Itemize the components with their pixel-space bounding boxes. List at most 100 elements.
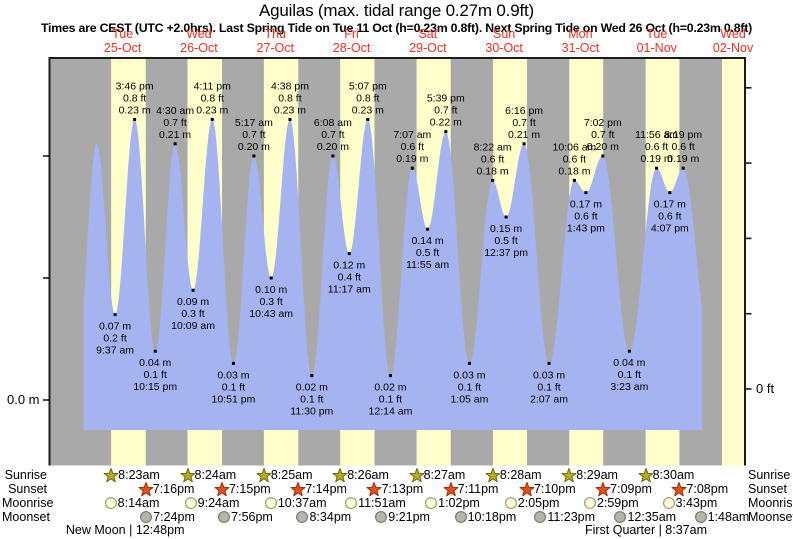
day-date: 25-Oct (103, 40, 142, 55)
tide-extreme-label: 0.1 ft (222, 381, 245, 393)
sunset-time: 7:16pm (152, 482, 195, 496)
tide-extreme-dot (491, 178, 495, 182)
sunrise-time: 8:27am (423, 468, 466, 482)
tide-extreme-label: 1:05 am (450, 393, 488, 405)
tide-extreme-label: 0.02 m (296, 382, 328, 394)
sunrise-icon (561, 467, 577, 483)
tide-extreme-label: 0.20 m (317, 141, 349, 153)
star-shape (443, 481, 459, 497)
moonrise-row-label-left: Moonrise (2, 496, 54, 510)
tide-extreme-label: 0.6 ft (658, 211, 681, 223)
tide-extreme-label: 11:30 pm (290, 406, 333, 418)
sunset-time: 7:08pm (686, 482, 729, 496)
tide-extreme-label: 10:15 pm (133, 381, 177, 393)
tide-extreme-dot (504, 215, 508, 219)
moonrise-icon (184, 496, 197, 510)
sunrise-time: 8:29am (576, 468, 618, 482)
star-shape (332, 467, 348, 483)
tide-extreme-label: 12:14 am (369, 406, 413, 418)
moonrise-icon (264, 496, 277, 510)
tide-extreme-label: 4:11 pm (194, 80, 231, 92)
moonrise-row-label-right: Moonrise (748, 496, 793, 510)
sunrise-icon (256, 467, 272, 483)
sunset-icon (671, 481, 687, 497)
tide-extreme-label: 10:51 pm (212, 393, 256, 405)
moonset-time: 12:35am (627, 510, 677, 524)
tide-extreme-dot (191, 288, 195, 292)
sunrise-time: 8:23am (118, 468, 160, 482)
moonrise-time: 1:02pm (438, 496, 480, 510)
moonrise-icon (345, 496, 358, 510)
tide-extreme-label: 7:07 am (393, 129, 431, 141)
sunrise-row-label-left: Sunrise (4, 468, 47, 482)
star-shape (519, 481, 535, 497)
day-date: 30-Oct (485, 40, 523, 55)
tide-extreme-label: 0.1 ft (300, 394, 323, 406)
day-name: Sun (493, 27, 516, 41)
tide-extreme-label: 0.04 m (139, 357, 171, 369)
day-name: Wed (720, 27, 746, 41)
tide-extreme-label: 0.1 ft (618, 369, 641, 381)
tide-extreme-label: 0.8 ft (356, 92, 379, 104)
tide-extreme-label: 0.7 ft (434, 105, 457, 117)
tide-extreme-dot (173, 142, 177, 146)
tide-extreme-dot (655, 166, 659, 170)
tide-extreme-dot (113, 313, 117, 317)
tide-extreme-label: 0.20 m (238, 141, 270, 153)
tide-extreme-label: 0.10 m (255, 284, 287, 296)
tide-extreme-dot (444, 130, 448, 134)
circle-shape (662, 496, 675, 510)
tide-extreme-label: 0.15 m (490, 223, 522, 235)
star-shape (290, 481, 306, 497)
tide-extreme-label: 0.03 m (533, 369, 565, 381)
tide-extreme-label: 0.3 ft (181, 308, 204, 320)
day-date: 02-Nov (712, 40, 754, 55)
star-shape (595, 481, 611, 497)
tide-extreme-label: 0.2 ft (103, 333, 126, 345)
tide-extreme-label: 0.8 ft (123, 92, 146, 104)
moonset-icon (140, 510, 153, 524)
day-label: Tue 25-Oct (103, 27, 142, 55)
sunrise-icon (409, 467, 425, 483)
tide-extreme-label: 0.4 ft (338, 272, 361, 284)
star-shape (485, 467, 501, 483)
tide-extreme-label: 0.23 m (196, 104, 228, 116)
sunrise-icon (485, 467, 501, 483)
tide-extreme-dot (547, 361, 551, 365)
circle-shape (375, 510, 388, 524)
circle-shape (694, 510, 707, 524)
tide-extreme-label: 10:09 am (171, 320, 215, 332)
star-shape (366, 481, 382, 497)
sunset-icon (366, 481, 382, 497)
circle-shape (504, 496, 517, 510)
star-shape (214, 481, 230, 497)
tide-extreme-dot (347, 252, 351, 256)
moonset-time: 8:34pm (309, 510, 352, 524)
moonset-time: 10:18pm (467, 510, 517, 524)
moonrise-icon (583, 496, 596, 510)
day-label: Mon 31-Oct (562, 27, 600, 55)
spring-tide-subtitle: Times are CEST (UTC +2.0hrs). Last Sprin… (40, 21, 753, 35)
moonset-icon (218, 510, 231, 524)
moonset-time: 1:48am (707, 510, 750, 524)
tide-extreme-label: 0.23 m (119, 104, 151, 116)
tide-extreme-label: 11:17 am (328, 284, 371, 296)
sunset-row-label-left: Sunset (8, 482, 47, 496)
circle-shape (104, 496, 117, 510)
tide-extreme-label: 0.6 ft (481, 153, 504, 165)
tide-extreme-label: 2:07 am (530, 393, 568, 405)
tide-extreme-label: 0.20 m (587, 141, 619, 153)
moonset-time: 9:21pm (388, 510, 430, 524)
day-name: Thu (264, 27, 287, 41)
moonset-time: 7:56pm (231, 510, 273, 524)
moonset-time: 7:24pm (153, 510, 195, 524)
tide-extreme-label: 0.18 m (558, 165, 590, 177)
sunrise-icon (180, 467, 195, 483)
moonset-icon (375, 510, 388, 524)
tide-extreme-label: 0.5 ft (416, 247, 439, 259)
sunset-icon (214, 481, 230, 497)
tide-extreme-label: 9:37 am (96, 345, 134, 357)
tide-extreme-label: 0.14 m (412, 235, 444, 247)
circle-shape (583, 496, 596, 510)
